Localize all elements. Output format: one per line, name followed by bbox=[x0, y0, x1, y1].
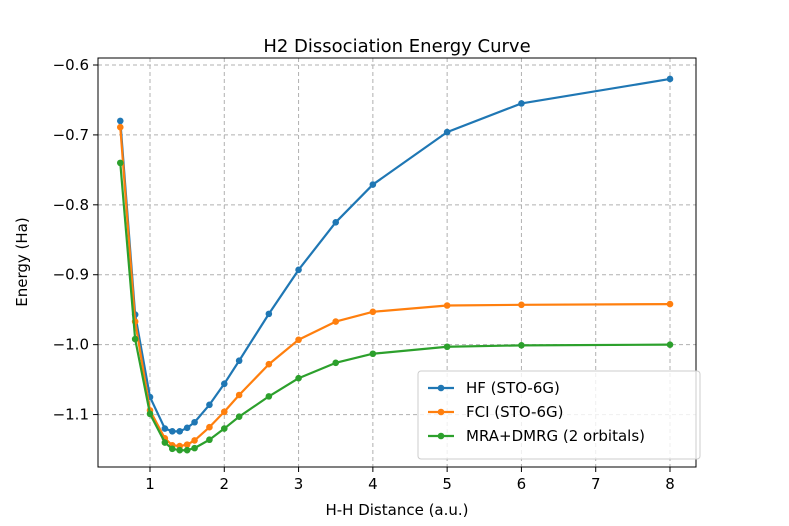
x-tick-label: 1 bbox=[145, 475, 155, 493]
data-point-0 bbox=[183, 424, 191, 432]
data-point-2 bbox=[235, 413, 243, 420]
data-point-0 bbox=[220, 380, 228, 388]
data-point-1 bbox=[295, 336, 302, 344]
y-axis-label: Energy (Ha) bbox=[13, 217, 31, 306]
legend-label-2: MRA+DMRG (2 orbitals) bbox=[466, 427, 645, 445]
legend: HF (STO-6G) FCI (STO-6G) MRA+DMRG (2 orbit… bbox=[417, 370, 701, 460]
legend-marker-2 bbox=[437, 432, 445, 440]
legend-marker-0 bbox=[437, 384, 445, 392]
data-point-2 bbox=[220, 425, 228, 432]
data-point-0 bbox=[295, 266, 302, 274]
chart-title: H2 Dissociation Energy Curve bbox=[263, 36, 530, 57]
data-point-0 bbox=[332, 218, 340, 226]
x-tick-label: 7 bbox=[591, 475, 601, 493]
data-point-0 bbox=[518, 100, 525, 107]
x-tick-label: 6 bbox=[517, 475, 527, 493]
data-point-1 bbox=[235, 391, 243, 399]
data-point-2 bbox=[131, 335, 139, 343]
data-point-1 bbox=[666, 300, 674, 308]
legend-marker-1 bbox=[437, 408, 445, 416]
plot-frame bbox=[97, 57, 697, 468]
x-tick-label: 8 bbox=[665, 475, 675, 493]
data-point-2 bbox=[369, 350, 377, 358]
data-point-1 bbox=[191, 437, 198, 444]
data-point-2 bbox=[176, 446, 184, 454]
y-tick-label: −0.9 bbox=[53, 266, 89, 284]
data-point-2 bbox=[666, 341, 674, 348]
data-point-2 bbox=[332, 359, 340, 367]
data-point-0 bbox=[116, 117, 124, 125]
data-point-0 bbox=[161, 425, 169, 432]
legend-box bbox=[417, 370, 701, 460]
y-tick-label: −1.0 bbox=[53, 336, 89, 354]
legend-label-1: FCI (STO-6G) bbox=[466, 403, 564, 421]
y-tick-label: −0.8 bbox=[53, 196, 89, 214]
data-point-0 bbox=[168, 428, 176, 435]
data-point-2 bbox=[443, 343, 451, 351]
data-point-2 bbox=[191, 444, 198, 452]
data-point-2 bbox=[206, 436, 213, 444]
x-axis-label: H-H Distance (a.u.) bbox=[325, 501, 468, 519]
data-point-1 bbox=[183, 441, 191, 448]
data-point-0 bbox=[206, 401, 213, 409]
data-point-2 bbox=[146, 410, 154, 418]
data-point-2 bbox=[295, 374, 302, 382]
x-tick-label: 3 bbox=[294, 475, 304, 493]
data-point-2 bbox=[183, 446, 191, 454]
data-point-0 bbox=[191, 418, 198, 426]
data-point-0 bbox=[369, 181, 377, 188]
data-point-0 bbox=[265, 310, 273, 318]
series-line-1 bbox=[119, 127, 671, 448]
series-group bbox=[116, 75, 674, 454]
series-line-0 bbox=[119, 77, 671, 433]
data-point-1 bbox=[220, 408, 228, 416]
data-point-2 bbox=[116, 159, 124, 167]
data-point-0 bbox=[235, 357, 243, 365]
data-point-2 bbox=[161, 439, 169, 446]
y-tick-label: −0.7 bbox=[53, 126, 89, 144]
data-point-2 bbox=[168, 445, 176, 453]
series-line-2 bbox=[119, 162, 671, 452]
y-tick-label: −1.1 bbox=[53, 406, 89, 424]
data-point-2 bbox=[518, 342, 525, 349]
data-point-1 bbox=[518, 301, 525, 309]
data-point-1 bbox=[369, 308, 377, 316]
x-tick-label: 4 bbox=[368, 475, 378, 493]
data-point-1 bbox=[265, 360, 273, 368]
data-point-1 bbox=[116, 123, 124, 131]
data-point-0 bbox=[176, 428, 184, 435]
x-tick-label: 5 bbox=[442, 475, 452, 493]
legend-label-0: HF (STO-6G) bbox=[466, 379, 560, 397]
data-point-0 bbox=[666, 75, 674, 83]
y-tick-label: −0.6 bbox=[53, 56, 89, 74]
data-point-2 bbox=[265, 393, 273, 400]
data-point-1 bbox=[443, 302, 451, 309]
data-point-1 bbox=[206, 423, 213, 431]
x-tick-label: 2 bbox=[220, 475, 230, 493]
ticks: 1 2 3 4 5 6 7 8 −1.1 −1.0 −0.9 −0.8 −0.7 −0.6 bbox=[53, 56, 675, 493]
data-point-0 bbox=[443, 128, 451, 136]
data-point-1 bbox=[332, 318, 340, 325]
